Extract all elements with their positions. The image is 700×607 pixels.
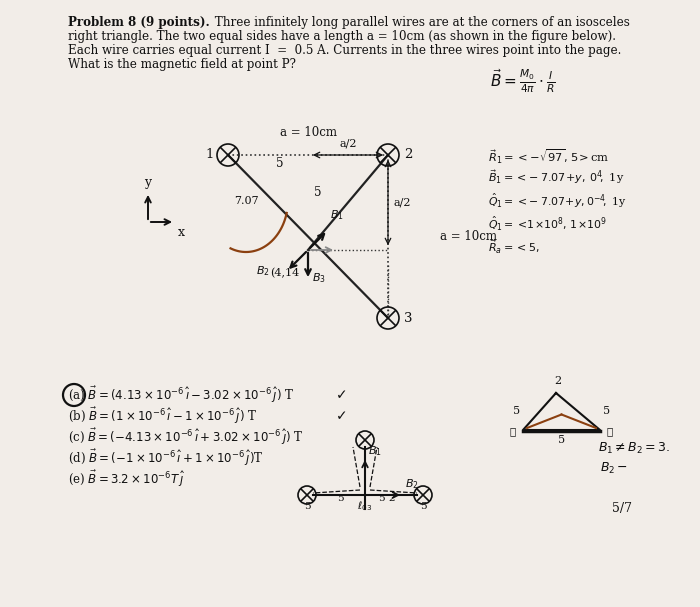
Text: $B_2$: $B_2$ [256,264,270,278]
Text: a/2: a/2 [340,138,357,148]
Text: $B_1 \neq B_2 = 3.$: $B_1 \neq B_2 = 3.$ [598,441,671,456]
Text: $\vec{B}_1 = <\!-7.07\!+\!y,\,0^4\!,$ 1y: $\vec{B}_1 = <\!-7.07\!+\!y,\,0^4\!,$ 1y [488,168,624,186]
Text: 5: 5 [420,502,426,511]
Text: Three infinitely long parallel wires are at the corners of an isosceles: Three infinitely long parallel wires are… [211,16,630,29]
Text: $B_3$: $B_3$ [312,271,326,285]
Text: 5: 5 [337,494,343,503]
Text: (e) $\vec{B} = 3.2 \times 10^{-6}T\, \hat{\jmath}$: (e) $\vec{B} = 3.2 \times 10^{-6}T\, \ha… [68,469,185,489]
Text: (d) $\vec{B} = (-1 \times 10^{-6}\, \hat{\imath} + 1 \times 10^{-6}\, \hat{\jmat: (d) $\vec{B} = (-1 \times 10^{-6}\, \hat… [68,448,263,468]
Text: 1: 1 [206,148,214,160]
Text: $\vec{R}_a = <5,$: $\vec{R}_a = <5,$ [488,238,540,256]
Text: a/2: a/2 [394,197,412,208]
Text: a = 10cm: a = 10cm [440,230,497,243]
Text: y: y [144,176,151,189]
Text: ①: ① [510,427,516,436]
Text: 2: 2 [404,148,412,160]
Text: 5/7: 5/7 [612,502,632,515]
Text: (b) $\vec{B} = (1 \times 10^{-6}\, \hat{\imath} - 1 \times 10^{-6}\, \hat{\jmath: (b) $\vec{B} = (1 \times 10^{-6}\, \hat{… [68,406,257,426]
Text: ③: ③ [607,427,613,436]
Text: Each wire carries equal current I  =  0.5 A. Currents in the three wires point i: Each wire carries equal current I = 0.5 … [68,44,622,57]
Text: (c) $\vec{B} = (-4.13 \times 10^{-6}\, \hat{\imath} + 3.02 \times 10^{-6}\, \hat: (c) $\vec{B} = (-4.13 \times 10^{-6}\, \… [68,427,304,447]
Text: 5: 5 [603,407,610,416]
Text: $B_2 -$: $B_2 -$ [600,461,628,476]
Text: $\ell_{03}$: $\ell_{03}$ [358,499,372,513]
Text: (4,14: (4,14 [270,268,300,279]
Text: 7.07: 7.07 [234,195,258,206]
Text: 5: 5 [513,407,520,416]
Text: Problem 8 (9 points).: Problem 8 (9 points). [68,16,210,29]
Text: 5: 5 [304,502,310,511]
Text: x: x [178,226,185,239]
Text: right triangle. The two equal sides have a length a = 10cm (as shown in the figu: right triangle. The two equal sides have… [68,30,616,43]
Text: 5: 5 [558,435,565,445]
Text: 2: 2 [554,376,561,386]
Text: a = 10cm: a = 10cm [279,126,337,139]
Text: $B_2$: $B_2$ [405,477,419,491]
Text: $\hat{Q}_1 = <\!-7.07\!+\!y,0^{-4}\!,$ 1y: $\hat{Q}_1 = <\!-7.07\!+\!y,0^{-4}\!,$ 1… [488,192,627,211]
Text: (a) $\vec{B} = (4.13 \times 10^{-6}\, \hat{\imath} - 3.02 \times 10^{-6}\, \hat{: (a) $\vec{B} = (4.13 \times 10^{-6}\, \h… [68,385,294,405]
Text: ✓: ✓ [336,409,348,423]
Text: $B_1$: $B_1$ [330,208,344,222]
Text: 5 2: 5 2 [379,494,396,503]
Text: 5: 5 [314,186,321,199]
Text: $B_1$: $B_1$ [368,444,382,458]
Text: 5: 5 [276,157,284,170]
Text: $\vec{B} = \frac{M_0}{4\pi} \cdot \frac{I}{R}$: $\vec{B} = \frac{M_0}{4\pi} \cdot \frac{… [490,68,556,95]
Text: ✓: ✓ [336,388,348,402]
Text: $\vec{R}_1 = <\!-\!\sqrt{97},\,5\!>$cm: $\vec{R}_1 = <\!-\!\sqrt{97},\,5\!>$cm [488,148,609,166]
Text: $\hat{Q}_1 = <\!1\!\times\!10^8,\,1\!\times\!10^9$: $\hat{Q}_1 = <\!1\!\times\!10^8,\,1\!\ti… [488,215,607,233]
Text: What is the magnetic field at point P?: What is the magnetic field at point P? [68,58,296,71]
Text: 3: 3 [404,313,412,325]
